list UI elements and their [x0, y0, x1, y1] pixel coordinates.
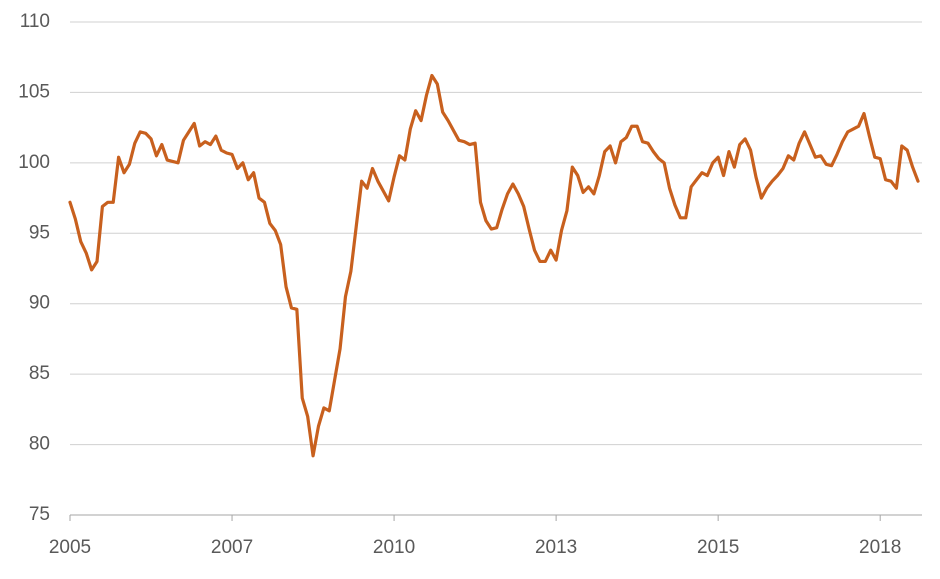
x-tick-label: 2018 [859, 537, 901, 558]
y-tick-label: 95 [29, 222, 50, 243]
y-tick-label: 85 [29, 363, 50, 384]
y-tick-label: 80 [29, 434, 50, 455]
y-tick-label: 110 [20, 11, 50, 32]
y-tick-label: 90 [29, 293, 50, 314]
y-tick-label: 75 [29, 504, 50, 525]
x-tick-label: 2010 [373, 537, 415, 558]
x-tick-label: 2013 [535, 537, 577, 558]
x-tick-label: 2015 [697, 537, 739, 558]
data-line [68, 73, 920, 458]
y-tick-label: 100 [18, 152, 50, 173]
x-tick-label: 2005 [49, 537, 91, 558]
y-tick-label: 105 [18, 81, 50, 102]
x-tick-label: 2007 [211, 537, 253, 558]
